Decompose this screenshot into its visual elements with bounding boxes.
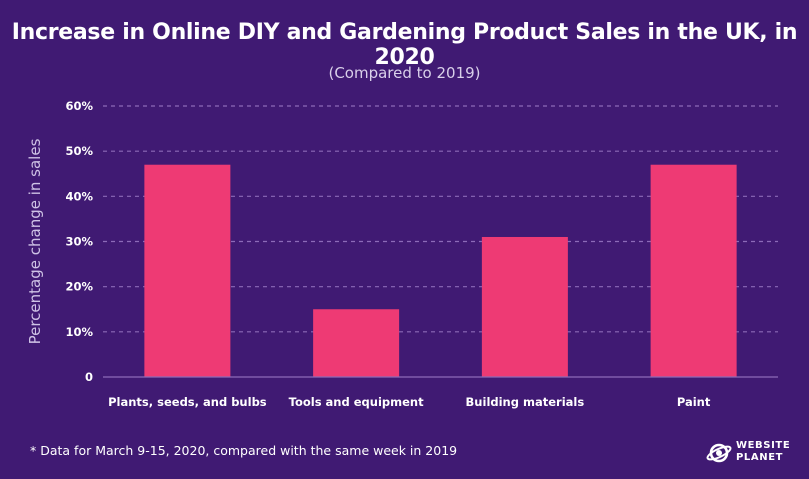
y-tick-label: 60% (65, 99, 93, 113)
y-axis-ticks: 0 10% 20% 30% 40% 50% 60% (65, 99, 93, 384)
footnote: * Data for March 9-15, 2020, compared wi… (30, 443, 458, 458)
x-tick-label: Paint (677, 395, 711, 409)
y-tick-label: 30% (65, 235, 93, 249)
y-tick-label: 50% (65, 144, 93, 158)
y-axis-label: Percentage change in sales (26, 138, 44, 344)
website-planet-logo: WEBSITE PLANET (706, 438, 796, 468)
y-tick-label: 40% (65, 189, 93, 203)
chart-subtitle: (Compared to 2019) (328, 64, 481, 82)
bar (313, 309, 400, 377)
x-tick-label: Building materials (466, 395, 585, 409)
bars (144, 164, 737, 377)
logo-text: WEBSITE PLANET (736, 440, 790, 464)
x-tick-label: Plants, seeds, and bulbs (108, 395, 267, 409)
planet-logo-icon (706, 443, 732, 463)
x-axis-ticks: Plants, seeds, and bulbs Tools and equipm… (108, 395, 711, 409)
chart-title: Increase in Online DIY and Gardening Pro… (11, 20, 798, 70)
bar (650, 164, 737, 377)
y-tick-label: 0 (85, 370, 93, 384)
logo-line-2: PLANET (736, 452, 784, 463)
x-tick-label: Tools and equipment (289, 395, 424, 409)
logo-line-1: WEBSITE (736, 440, 791, 451)
y-tick-label: 20% (65, 280, 93, 294)
y-tick-label: 10% (65, 325, 93, 339)
bar (481, 236, 568, 377)
bar (144, 164, 231, 377)
